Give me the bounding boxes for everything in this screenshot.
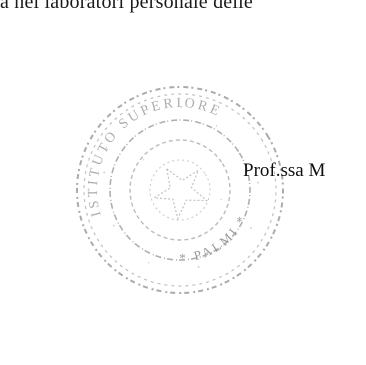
stamp-center-ring — [149, 159, 211, 221]
signatory-name: Prof.ssa M — [243, 160, 326, 181]
stamp-middle-ring — [109, 119, 251, 261]
official-stamp: ISTITUTO SUPERIORE * PALMI * — [53, 67, 284, 294]
stamp-outer-ring-inner — [83, 93, 277, 287]
stamp-texture — [103, 105, 259, 268]
stamp-inner-ring — [129, 139, 231, 241]
stamp-outer-ring — [75, 85, 284, 294]
stamp-arc-lettering: ISTITUTO SUPERIORE — [53, 67, 239, 222]
body-text-line: a nei laboratori personale delle — [0, 0, 253, 13]
stamp-bottom-lettering: * PALMI * — [172, 207, 258, 274]
stamp-emblem — [152, 167, 209, 221]
